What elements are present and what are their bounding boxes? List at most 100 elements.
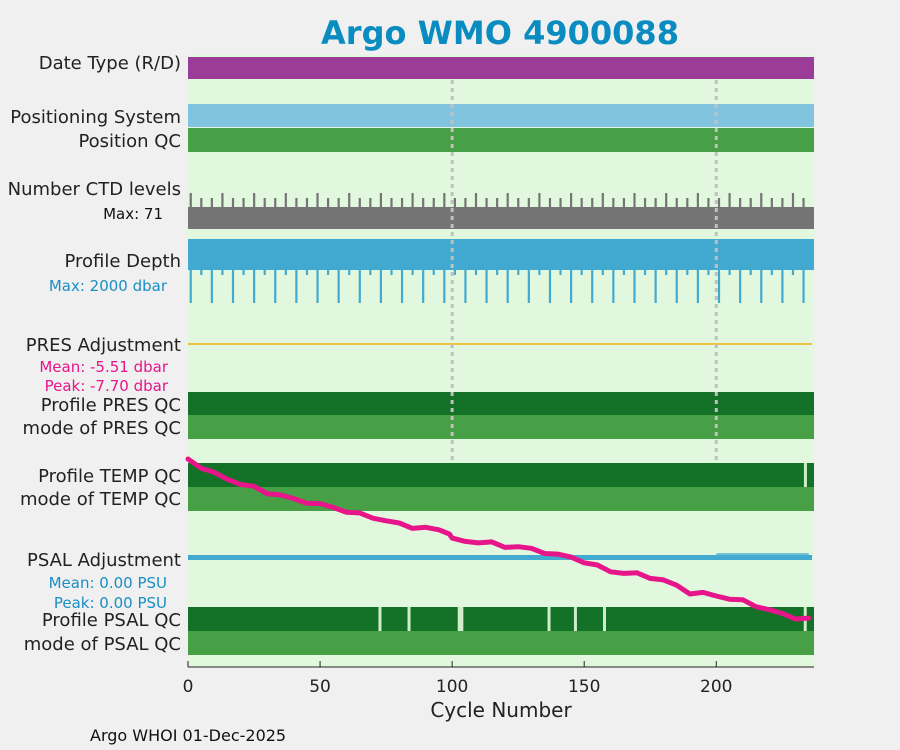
profile-depth-tick <box>548 270 552 303</box>
position-qc-label: Position QC <box>78 131 181 152</box>
x-tick-label: 100 <box>436 677 468 697</box>
profile-depth-tick <box>696 270 699 303</box>
profile-depth-tick <box>242 270 245 275</box>
ctd-level-tick <box>760 193 763 207</box>
ctd-level-tick <box>326 198 330 207</box>
psal-adjustment-label: PSAL Adjustment <box>27 550 181 571</box>
psal-qc-gap <box>460 607 464 631</box>
profile-depth-tick <box>569 270 573 303</box>
psal-mean-label: Mean: 0.00 PSU <box>49 574 167 592</box>
x-axis: 0 50 100 150 200 <box>183 661 814 697</box>
profile-depth-tick <box>538 270 541 275</box>
profile-depth-tick <box>189 270 192 303</box>
profile-depth-tick <box>633 270 636 303</box>
profile-depth-tick <box>284 270 287 275</box>
profile-depth-tick <box>200 270 203 275</box>
ctd-level-tick <box>242 198 245 207</box>
ctd-level-tick <box>337 198 340 207</box>
profile-depth-tick <box>591 270 594 303</box>
profile-depth-tick <box>802 270 805 303</box>
profile-depth-tick <box>654 270 657 303</box>
footer-text: Argo WHOI 01-Dec-2025 <box>90 726 286 745</box>
psal-qc-gap <box>407 607 411 631</box>
profile-depth-tick <box>580 270 583 275</box>
profile-depth-tick <box>749 270 752 275</box>
ctd-level-tick <box>496 198 499 207</box>
psal-qc-gap <box>573 607 577 631</box>
position-qc-bar <box>188 128 814 152</box>
ctd-level-tick <box>305 198 309 207</box>
profile-depth-tick <box>665 270 668 275</box>
profile-depth-tick <box>781 270 784 303</box>
profile-depth-tick <box>559 270 562 275</box>
ctd-level-tick <box>538 193 541 207</box>
mode-pres-qc-label: mode of PRES QC <box>23 418 181 439</box>
profile-depth-tick <box>485 270 488 303</box>
mode-pres-qc-bar <box>188 415 814 439</box>
ctd-max-label: Max: 71 <box>103 205 163 223</box>
pres-adjustment-curve <box>185 456 812 622</box>
mode-temp-qc-label: mode of TEMP QC <box>20 489 181 510</box>
profile-depth-tick <box>432 270 435 275</box>
psal-adjustment-segment <box>716 553 809 556</box>
profile-depth-tick <box>221 270 224 275</box>
plot-area <box>188 55 814 667</box>
pres-peak-label: Peak: -7.70 dbar <box>45 377 169 395</box>
profile-depth-tick <box>305 270 309 275</box>
profile-depth-label: Profile Depth <box>64 251 181 272</box>
ctd-level-tick <box>316 193 319 207</box>
ctd-level-tick <box>485 198 488 207</box>
ctd-level-tick <box>633 193 636 207</box>
profile-depth-tick <box>739 270 742 303</box>
ctd-level-tick <box>348 193 351 207</box>
pres-adjustment-curve-layer <box>185 456 812 622</box>
ctd-level-tick <box>210 198 213 207</box>
profile-depth-tick <box>686 270 689 275</box>
date-type-label: Date Type (R/D) <box>39 53 181 74</box>
psal-qc-gap <box>457 607 461 631</box>
ctd-level-tick <box>802 198 805 207</box>
profile-depth-tick <box>253 270 256 303</box>
ctd-level-tick <box>696 193 699 207</box>
profile-depth-tick <box>422 270 425 303</box>
ctd-level-tick <box>200 198 203 207</box>
profile-depth-tick <box>760 270 763 303</box>
mode-temp-qc-bar <box>188 487 814 511</box>
pres-adjustment-label: PRES Adjustment <box>26 335 181 356</box>
ctd-level-tick <box>189 193 192 207</box>
ctd-level-tick <box>548 198 552 207</box>
profile-depth-bar <box>188 239 814 270</box>
profile-temp-qc-bar <box>188 463 814 487</box>
ctd-level-tick <box>422 198 425 207</box>
ctd-level-tick <box>791 193 795 207</box>
profile-depth-tick <box>791 270 795 275</box>
chart-title: Argo WMO 4900088 <box>321 14 679 52</box>
ctd-level-tick <box>580 198 583 207</box>
psal-qc-gap <box>602 607 606 631</box>
ctd-level-tick <box>781 198 784 207</box>
ctd-level-tick <box>284 193 287 207</box>
ctd-level-tick <box>728 193 731 207</box>
profile-depth-tick <box>496 270 499 275</box>
profile-depth-tick <box>263 270 266 275</box>
profile-depth-tick <box>464 270 467 303</box>
x-tick-label: 50 <box>309 677 331 697</box>
profile-temp-qc-label: Profile TEMP QC <box>38 466 181 487</box>
ctd-level-tick <box>749 198 752 207</box>
ctd-level-tick <box>231 198 235 207</box>
ctd-level-tick <box>665 193 668 207</box>
ctd-level-tick <box>253 193 256 207</box>
ctd-level-tick <box>569 193 573 207</box>
psal-adjustment-line <box>188 555 812 560</box>
profile-depth-tick <box>369 270 372 275</box>
ctd-level-tick <box>453 198 456 207</box>
profile-depth-tick <box>274 270 277 303</box>
profile-depth-tick <box>601 270 604 275</box>
profile-depth-tick <box>453 270 456 275</box>
ctd-level-tick <box>770 198 773 207</box>
ctd-level-tick <box>739 198 742 207</box>
profile-depth-tick <box>337 270 340 303</box>
ctd-level-tick <box>358 198 361 207</box>
mode-psal-qc-bar <box>188 631 814 655</box>
